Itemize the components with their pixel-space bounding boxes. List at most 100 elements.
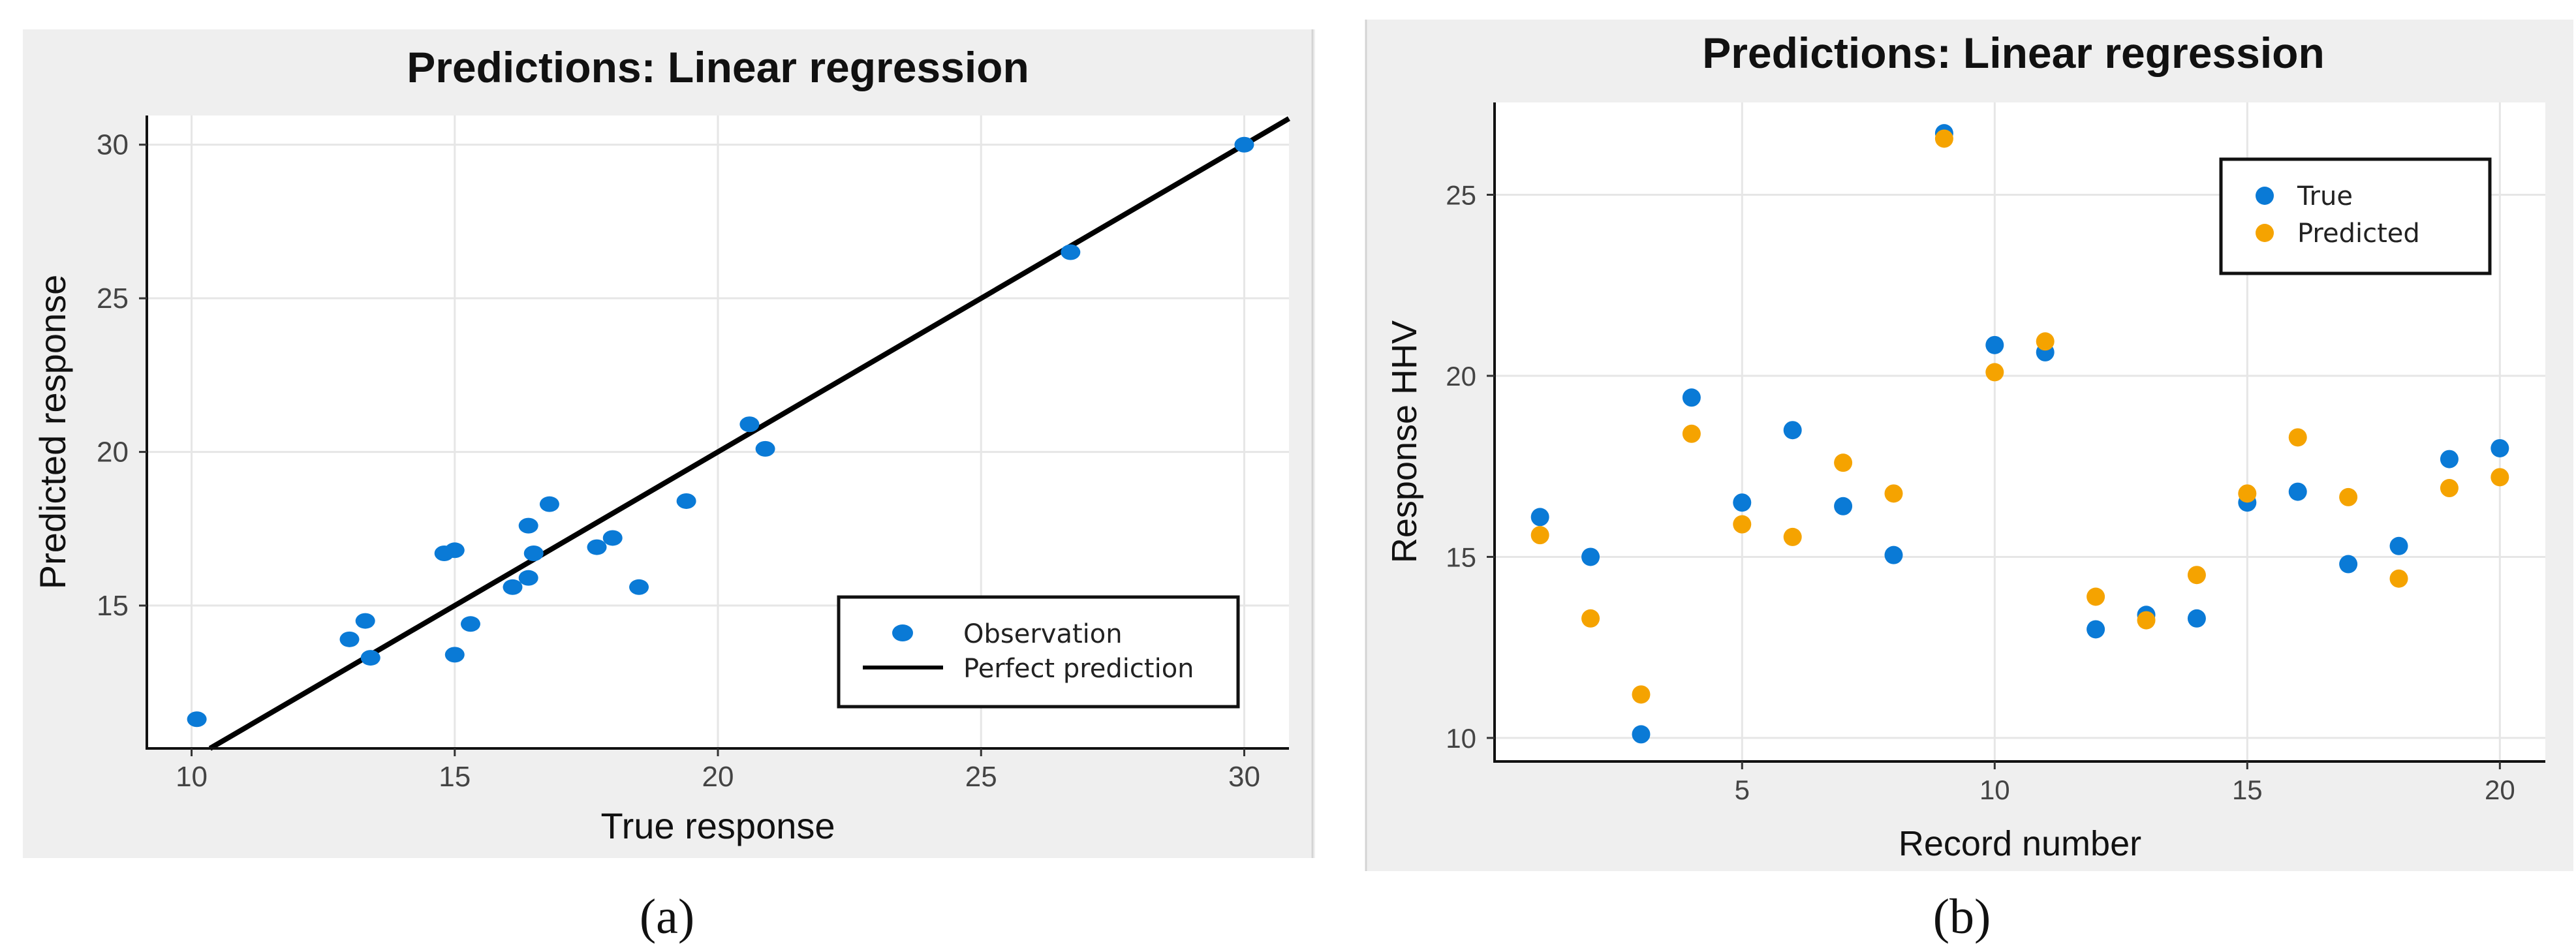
chart-a-x-tick-label: 20 <box>702 761 734 793</box>
chart-b-true-point <box>1985 335 2004 354</box>
chart-a-x-tick-label: 25 <box>965 761 997 793</box>
chart-b-true-point <box>1581 547 1600 566</box>
chart-a-observation-point <box>187 711 207 728</box>
chart-b-y-tick-label: 20 <box>1446 361 1476 392</box>
chart-a-observation-point <box>518 517 538 534</box>
chart-a-y-tick-label: 15 <box>97 590 129 622</box>
chart-b-legend-predicted-marker <box>2256 224 2274 242</box>
chart-b-points <box>1530 124 2509 744</box>
chart-b-predicted-point <box>2187 566 2206 585</box>
chart-b-predicted-point <box>2137 611 2156 630</box>
chart-b: 5 10 15 20 10 15 20 25 Predictions: Linear reg… <box>1365 20 2573 871</box>
chart-a-y-tick-label: 25 <box>97 283 129 315</box>
chart-a-observation-point <box>339 631 360 647</box>
chart-b-true-point <box>2440 450 2459 468</box>
chart-a-observation-point <box>1234 136 1254 153</box>
chart-a-y-ticks: 15 20 25 30 <box>97 129 147 622</box>
chart-b-predicted-point <box>1783 527 1802 546</box>
chart-a-observation-point <box>539 496 559 512</box>
chart-b-true-point <box>1530 508 1549 527</box>
chart-b-predicted-point <box>1733 515 1752 534</box>
chart-a-legend-observation-label: Observation <box>963 619 1123 649</box>
chart-a-observation-point <box>360 650 380 666</box>
chart-a-x-axis-label: True response <box>601 805 835 846</box>
chart-b-title: Predictions: Linear regression <box>1702 29 2325 77</box>
chart-b-x-axis-label: Record number <box>1899 824 2141 863</box>
chart-b-legend-box <box>2219 157 2492 275</box>
chart-b-legend-true-label: True <box>2297 181 2353 211</box>
chart-a-x-ticks: 10 15 20 25 30 <box>176 748 1260 793</box>
chart-a-observation-point <box>676 493 696 509</box>
chart-b-predicted-point <box>1530 526 1549 545</box>
chart-b-true-point <box>2187 609 2206 628</box>
chart-b-predicted-point <box>2389 569 2408 588</box>
chart-a-y-tick-label: 20 <box>97 437 129 468</box>
chart-a-legend: Observation Perfect prediction <box>837 595 1240 709</box>
chart-a-x-tick-label: 30 <box>1228 761 1260 793</box>
chart-b-true-point <box>2339 555 2358 574</box>
chart-b-true-point <box>1733 493 1752 512</box>
chart-a-observation-point <box>460 616 480 632</box>
chart-a-observation-point <box>1061 244 1081 260</box>
chart-a-observation-point <box>602 530 623 546</box>
chart-a-observation-point <box>523 545 544 561</box>
chart-b-true-point <box>1682 388 1701 407</box>
chart-b-predicted-point <box>2087 587 2105 606</box>
chart-b-predicted-point <box>1682 424 1701 443</box>
chart-b-predicted-point <box>2036 332 2055 351</box>
chart-b-x-ticks: 5 10 15 20 <box>1735 761 2515 805</box>
chart-a-legend-perfect-label: Perfect prediction <box>963 654 1194 684</box>
chart-a-title: Predictions: Linear regression <box>407 43 1029 91</box>
chart-a-perfect-prediction-line <box>208 116 1291 751</box>
chart-b-predicted-point <box>2238 484 2257 503</box>
chart-a-observation-point <box>739 416 760 433</box>
chart-a-legend-observation-marker <box>892 624 913 641</box>
chart-b-true-point <box>1834 497 1853 515</box>
chart-b-true-point <box>1783 421 1802 440</box>
chart-b-true-point <box>2491 438 2509 457</box>
chart-b-legend: True Predicted <box>2219 157 2492 275</box>
chart-b-y-tick-label: 25 <box>1446 180 1476 211</box>
caption-b: (b) <box>1933 889 1991 944</box>
caption-a: (a) <box>640 889 694 944</box>
chart-b-predicted-point <box>1934 129 1953 148</box>
chart-a-observation-point <box>444 542 465 559</box>
chart-b-true-point <box>1632 725 1651 744</box>
chart-a-points <box>187 136 1254 728</box>
chart-b-true-point <box>2288 482 2307 501</box>
chart-a-y-axis-label: Predicted response <box>32 275 73 590</box>
chart-a-observation-point <box>503 579 523 595</box>
chart-b-x-tick-label: 20 <box>2485 775 2515 805</box>
chart-b-predicted-point <box>2288 428 2307 447</box>
chart-b-y-axis-label: Response HHV <box>1385 320 1424 563</box>
chart-a: 10 15 20 25 30 15 20 25 30 Predictions: Linear … <box>23 29 1315 858</box>
chart-b-predicted-point <box>1632 685 1651 704</box>
chart-b-y-ticks: 10 15 20 25 <box>1446 180 1495 754</box>
chart-a-observation-point <box>755 440 775 457</box>
chart-b-predicted-point <box>1884 484 1903 503</box>
chart-a-observation-point <box>587 539 607 555</box>
chart-b-predicted-point <box>1985 363 2004 382</box>
chart-b-x-tick-label: 5 <box>1735 775 1750 805</box>
chart-a-reference-line-layer <box>208 116 1291 751</box>
chart-a-observation-point <box>629 579 649 595</box>
chart-a-x-tick-label: 10 <box>176 761 208 793</box>
chart-b-y-tick-label: 10 <box>1446 723 1476 754</box>
chart-b-y-tick-label: 15 <box>1446 542 1476 572</box>
chart-b-predicted-point <box>2440 479 2459 498</box>
chart-b-legend-true-marker <box>2256 187 2274 205</box>
chart-a-y-tick-label: 30 <box>97 129 129 161</box>
chart-a-observation-point <box>444 647 465 663</box>
chart-b-predicted-point <box>1834 453 1853 472</box>
chart-b-true-point <box>2389 536 2408 555</box>
chart-b-legend-predicted-label: Predicted <box>2297 219 2420 249</box>
chart-a-legend-box <box>837 595 1240 709</box>
chart-a-observation-point <box>355 613 375 629</box>
chart-b-x-tick-label: 10 <box>1979 775 2010 805</box>
chart-b-predicted-point <box>2491 468 2509 487</box>
chart-b-predicted-point <box>1581 609 1600 628</box>
chart-a-observation-point <box>518 570 538 586</box>
chart-b-x-tick-label: 15 <box>2232 775 2263 805</box>
chart-a-x-tick-label: 15 <box>439 761 471 793</box>
